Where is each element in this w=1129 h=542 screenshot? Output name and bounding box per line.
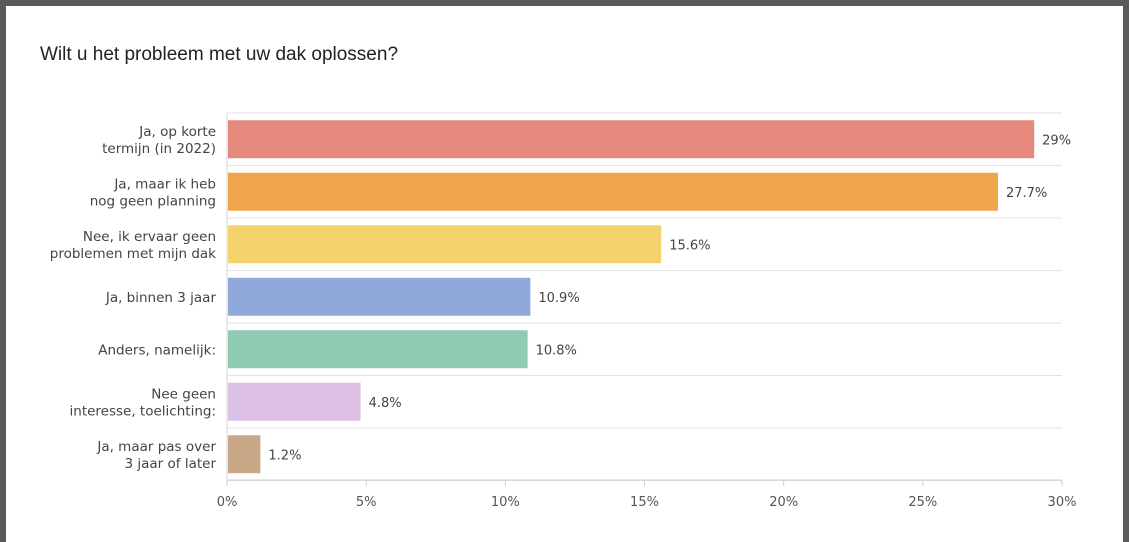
category-label: Ja, maar pas over	[96, 439, 216, 455]
bar	[228, 435, 261, 474]
x-tick-label: 5%	[356, 495, 377, 510]
bar-value-label: 4.8%	[369, 396, 402, 411]
category-label: Ja, binnen 3 jaar	[105, 290, 217, 306]
bar-value-label: 27.7%	[1006, 186, 1047, 201]
category-label: interesse, toelichting:	[70, 403, 216, 419]
category-label: nog geen planning	[90, 193, 216, 209]
bar	[228, 382, 361, 421]
category-label: Nee, ik ervaar geen	[83, 229, 216, 245]
bar-value-label: 10.9%	[538, 291, 579, 306]
bar	[228, 225, 662, 264]
chart-title: Wilt u het probleem met uw dak oplossen?	[40, 44, 399, 65]
category-label: Ja, maar ik heb	[113, 176, 216, 192]
bar-value-label: 1.2%	[268, 448, 301, 463]
category-label: Anders, namelijk:	[98, 342, 216, 358]
bar-value-label: 29%	[1042, 133, 1071, 148]
bar	[228, 120, 1035, 159]
bar	[228, 330, 528, 369]
category-label: 3 jaar of later	[125, 456, 217, 472]
x-tick-label: 15%	[630, 495, 659, 510]
x-tick-label: 10%	[491, 495, 520, 510]
category-label: termijn (in 2022)	[102, 141, 216, 157]
x-tick-label: 25%	[908, 495, 937, 510]
x-tick-label: 20%	[769, 495, 798, 510]
x-tick-label: 0%	[217, 495, 238, 510]
category-label: problemen met mijn dak	[50, 246, 216, 262]
bar-value-label: 10.8%	[536, 343, 577, 358]
bar	[228, 277, 531, 316]
category-label: Nee geen	[151, 386, 216, 402]
bar	[228, 172, 998, 211]
bar-value-label: 15.6%	[669, 238, 710, 253]
x-tick-label: 30%	[1048, 495, 1077, 510]
category-label: Ja, op korte	[138, 124, 216, 140]
